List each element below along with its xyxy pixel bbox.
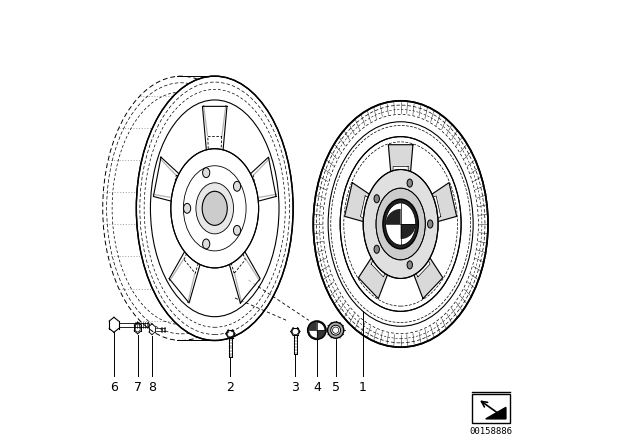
Text: 7: 7 — [134, 381, 141, 394]
Polygon shape — [415, 183, 456, 226]
Wedge shape — [308, 322, 317, 330]
Ellipse shape — [385, 203, 416, 245]
Polygon shape — [234, 175, 257, 207]
Text: 5: 5 — [332, 381, 340, 394]
Ellipse shape — [314, 101, 488, 347]
Wedge shape — [317, 330, 325, 338]
Polygon shape — [423, 196, 441, 224]
Ellipse shape — [340, 137, 461, 311]
Text: 00158886: 00158886 — [470, 427, 513, 436]
Polygon shape — [388, 145, 413, 198]
Polygon shape — [184, 228, 206, 273]
Ellipse shape — [407, 261, 412, 269]
Text: 1: 1 — [358, 381, 367, 394]
Ellipse shape — [428, 220, 433, 228]
Text: 2: 2 — [227, 381, 234, 394]
Ellipse shape — [308, 322, 325, 338]
Polygon shape — [358, 239, 396, 298]
Polygon shape — [486, 407, 506, 419]
Polygon shape — [208, 137, 221, 179]
Polygon shape — [223, 228, 245, 273]
Ellipse shape — [171, 149, 259, 268]
Ellipse shape — [234, 225, 241, 235]
Ellipse shape — [363, 169, 438, 279]
Polygon shape — [405, 239, 443, 298]
Ellipse shape — [202, 191, 227, 225]
Polygon shape — [225, 157, 276, 209]
Polygon shape — [154, 157, 204, 209]
Ellipse shape — [376, 188, 425, 260]
Text: 6: 6 — [110, 381, 118, 394]
Ellipse shape — [374, 245, 380, 253]
Polygon shape — [202, 106, 227, 191]
Bar — [472, 394, 510, 423]
Polygon shape — [218, 219, 260, 303]
Ellipse shape — [234, 181, 241, 191]
Ellipse shape — [308, 321, 326, 340]
Ellipse shape — [196, 183, 234, 234]
Ellipse shape — [374, 195, 380, 203]
Ellipse shape — [203, 239, 210, 249]
Ellipse shape — [136, 76, 293, 340]
Text: 3: 3 — [291, 381, 300, 394]
Text: 4: 4 — [313, 381, 321, 394]
Polygon shape — [371, 248, 392, 277]
Ellipse shape — [407, 179, 412, 187]
Polygon shape — [345, 183, 386, 226]
Polygon shape — [410, 248, 430, 277]
Text: 8: 8 — [148, 381, 156, 394]
Wedge shape — [385, 209, 401, 224]
Ellipse shape — [331, 325, 340, 335]
Ellipse shape — [328, 322, 344, 338]
Ellipse shape — [383, 199, 419, 249]
Ellipse shape — [184, 203, 191, 213]
Wedge shape — [401, 224, 416, 239]
Ellipse shape — [203, 168, 210, 177]
Polygon shape — [169, 219, 211, 303]
Polygon shape — [360, 196, 378, 224]
Polygon shape — [392, 167, 409, 185]
Polygon shape — [172, 175, 196, 207]
